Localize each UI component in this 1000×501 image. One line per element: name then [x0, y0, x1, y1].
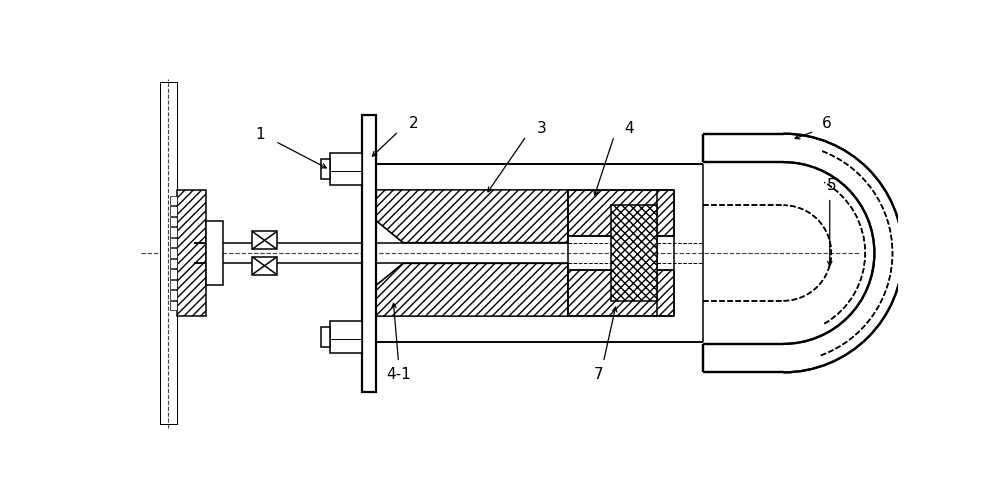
- Text: 6: 6: [822, 116, 832, 131]
- Text: 5: 5: [827, 178, 837, 193]
- Bar: [362, 115, 376, 392]
- Bar: [170, 196, 177, 205]
- Bar: [321, 159, 330, 179]
- Bar: [170, 227, 177, 236]
- Bar: [170, 270, 177, 279]
- Text: 2: 2: [409, 116, 419, 131]
- Bar: [330, 153, 362, 185]
- Polygon shape: [703, 134, 903, 372]
- Bar: [611, 205, 657, 301]
- Text: 7: 7: [594, 367, 604, 382]
- Bar: [170, 248, 177, 258]
- Polygon shape: [568, 270, 674, 316]
- Polygon shape: [252, 231, 277, 249]
- Polygon shape: [376, 190, 568, 242]
- Text: 4: 4: [625, 121, 634, 136]
- Polygon shape: [568, 190, 674, 236]
- Bar: [170, 206, 177, 216]
- Bar: [330, 321, 362, 353]
- Bar: [170, 290, 177, 300]
- Text: 1: 1: [255, 127, 265, 142]
- Bar: [321, 327, 330, 347]
- Bar: [170, 217, 177, 226]
- Text: 4-1: 4-1: [386, 367, 411, 382]
- Bar: [170, 259, 177, 268]
- Polygon shape: [376, 264, 568, 316]
- Bar: [170, 301, 177, 310]
- Bar: [206, 220, 223, 286]
- Bar: [170, 280, 177, 289]
- Text: 3: 3: [537, 121, 547, 136]
- Bar: [160, 83, 177, 424]
- Bar: [177, 190, 206, 316]
- Polygon shape: [252, 257, 277, 275]
- Bar: [170, 238, 177, 247]
